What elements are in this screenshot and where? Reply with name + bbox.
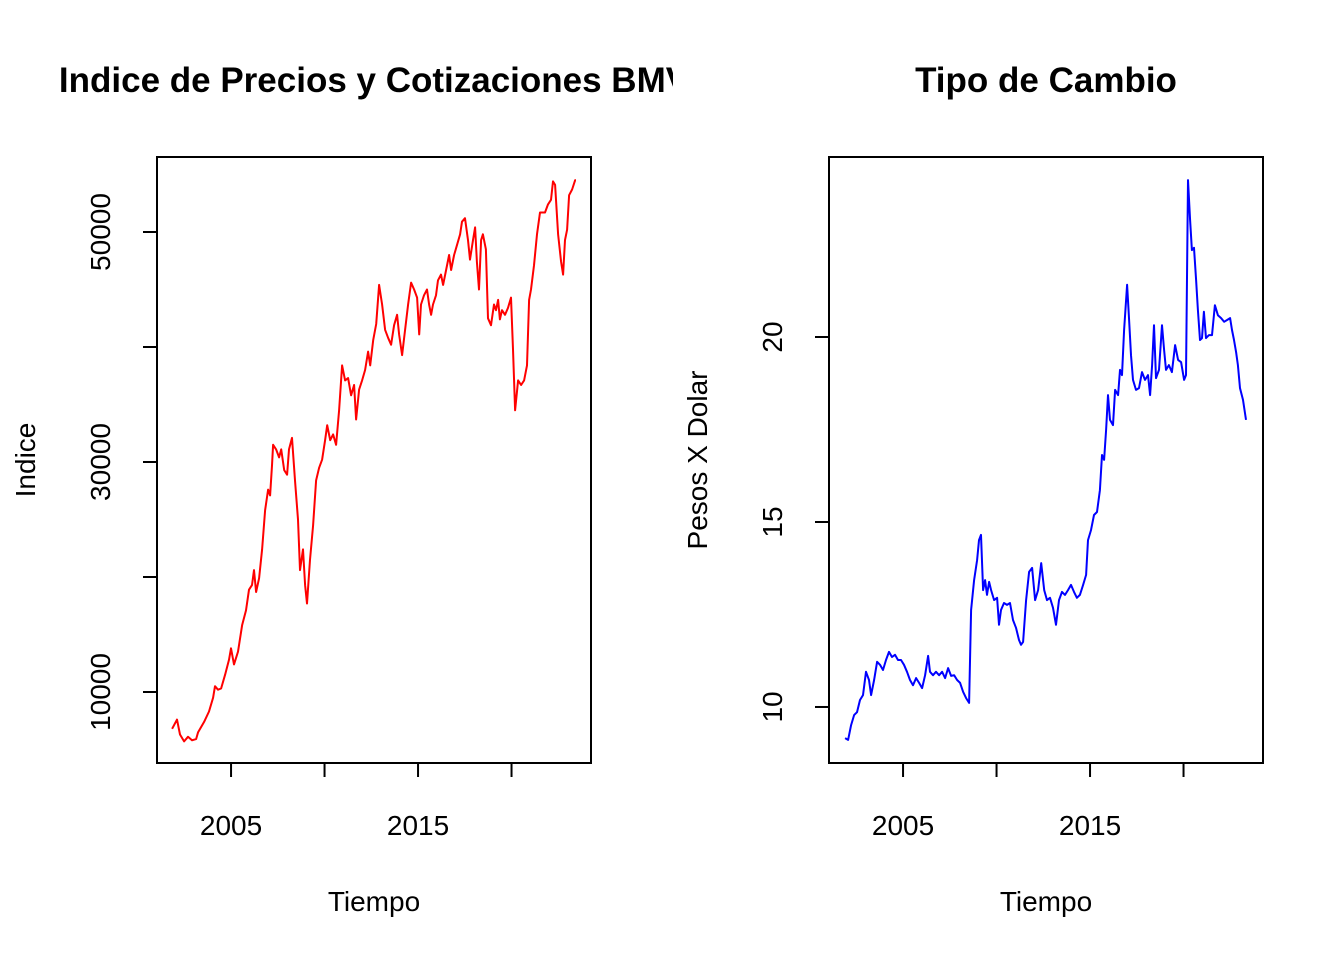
x-tick-label: 2015 bbox=[1059, 810, 1121, 841]
plot-frame bbox=[828, 156, 1264, 764]
x-tick-label: 2005 bbox=[200, 810, 262, 841]
x-tick-label: 2015 bbox=[387, 810, 449, 841]
y-tick-label: 20 bbox=[757, 321, 788, 352]
y-tick-label: 10 bbox=[757, 691, 788, 722]
x-axis-label: Tiempo bbox=[1000, 886, 1092, 917]
y-tick-label: 50000 bbox=[85, 193, 116, 271]
y-axis-label: Pesos X Dolar bbox=[682, 371, 713, 550]
plot-frame bbox=[156, 156, 592, 764]
data-line bbox=[844, 179, 1247, 741]
chart-title: Tipo de Cambio bbox=[915, 61, 1177, 100]
y-tick-label: 30000 bbox=[85, 423, 116, 501]
x-axis-label: Tiempo bbox=[328, 886, 420, 917]
x-tick-label: 2005 bbox=[872, 810, 934, 841]
data-line bbox=[171, 179, 577, 743]
y-tick-label: 10000 bbox=[85, 653, 116, 731]
chart-title: Indice de Precios y Cotizaciones BMV bbox=[59, 61, 690, 100]
y-axis-label: Indice bbox=[10, 423, 41, 498]
y-tick-label: 15 bbox=[757, 506, 788, 537]
